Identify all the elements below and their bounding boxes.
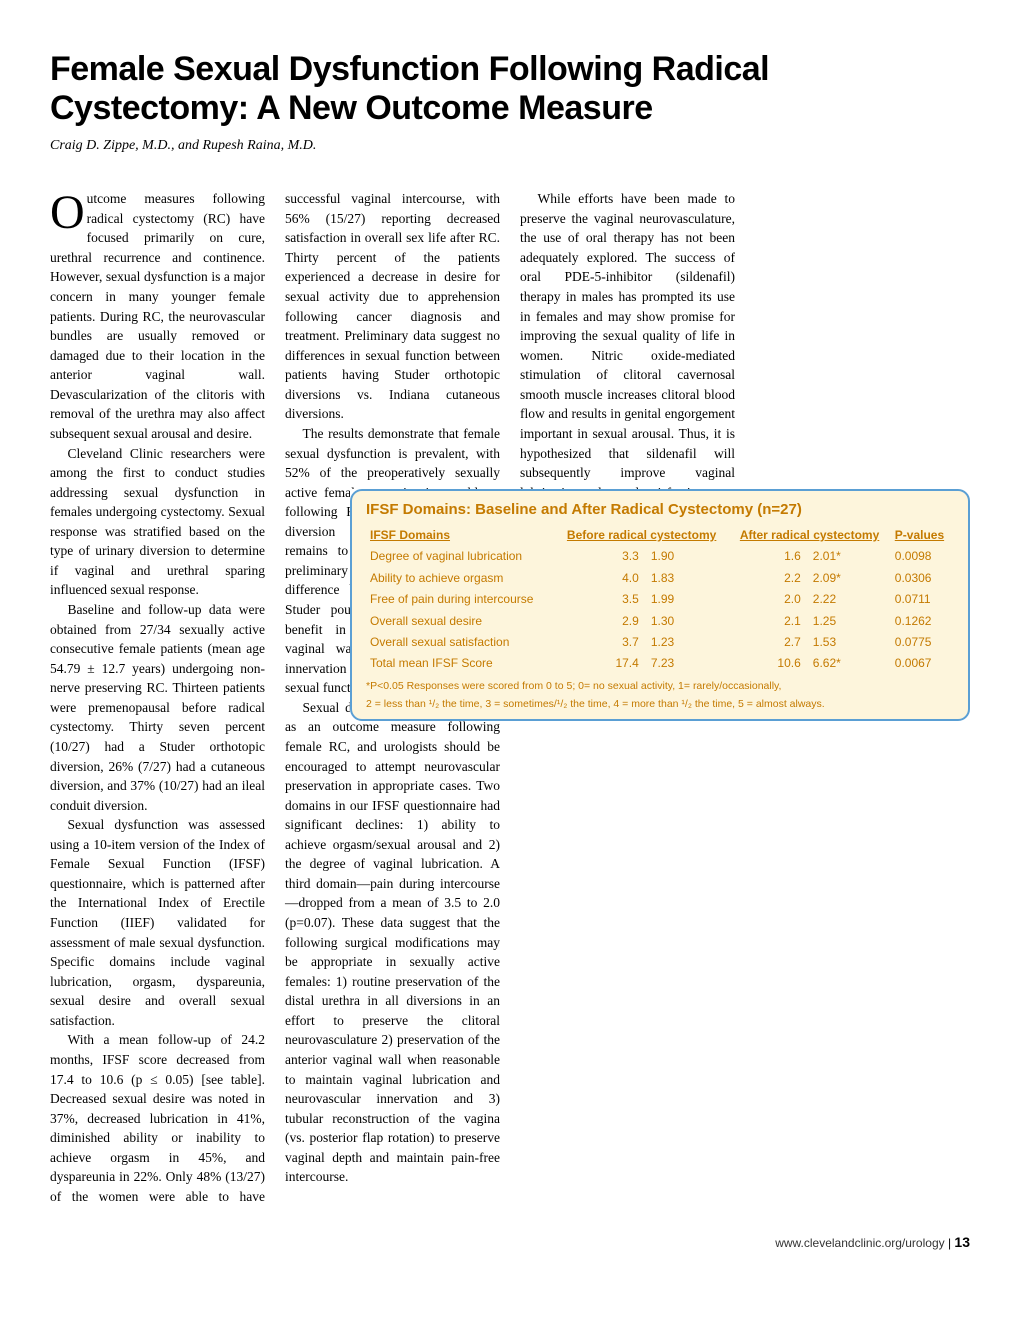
- table-row: Degree of vaginal lubrication3.31.901.62…: [366, 546, 954, 567]
- cell-after-a: 1.6: [728, 546, 808, 567]
- cell-before-a: 17.4: [555, 653, 647, 674]
- cell-p: 0.0775: [891, 632, 954, 653]
- th-before: Before radical cystectomy: [555, 525, 728, 546]
- cell-after-a: 10.6: [728, 653, 808, 674]
- paragraph: While efforts have been made to preserve…: [520, 189, 735, 502]
- cell-after-b: 6.62*: [809, 653, 891, 674]
- ifsf-table-container: IFSF Domains: Baseline and After Radical…: [350, 489, 970, 721]
- cell-before-a: 2.9: [555, 611, 647, 632]
- th-pvalues: P-values: [891, 525, 954, 546]
- cell-after-b: 2.22: [809, 589, 891, 610]
- footer-page-number: 13: [954, 1234, 970, 1250]
- cell-label: Overall sexual desire: [366, 611, 555, 632]
- cell-before-a: 3.3: [555, 546, 647, 567]
- table-row: Free of pain during intercourse3.51.992.…: [366, 589, 954, 610]
- table-title: IFSF Domains: Baseline and After Radical…: [366, 499, 954, 521]
- cell-after-b: 1.25: [809, 611, 891, 632]
- cell-after-b: 2.01*: [809, 546, 891, 567]
- cell-after-b: 1.53: [809, 632, 891, 653]
- table-footnote-2: 2 = less than ¹/₂ the time, 3 = sometime…: [366, 697, 954, 711]
- cell-p: 0.0711: [891, 589, 954, 610]
- cell-label: Free of pain during intercourse: [366, 589, 555, 610]
- ifsf-table-box: IFSF Domains: Baseline and After Radical…: [350, 489, 970, 721]
- cell-before-b: 1.99: [647, 589, 729, 610]
- cell-before-a: 3.5: [555, 589, 647, 610]
- cell-before-b: 1.90: [647, 546, 729, 567]
- cell-after-a: 2.7: [728, 632, 808, 653]
- cell-after-a: 2.1: [728, 611, 808, 632]
- cell-after-a: 2.2: [728, 568, 808, 589]
- th-domains: IFSF Domains: [366, 525, 555, 546]
- th-after: After radical cystectomy: [728, 525, 890, 546]
- cell-before-b: 1.23: [647, 632, 729, 653]
- article-body: IFSF Domains: Baseline and After Radical…: [50, 189, 970, 1209]
- table-row: Overall sexual satisfaction3.71.232.71.5…: [366, 632, 954, 653]
- dropcap: O: [50, 189, 87, 234]
- cell-p: 0.1262: [891, 611, 954, 632]
- footer-url: www.clevelandclinic.org/urology: [775, 1236, 944, 1250]
- cell-before-b: 1.83: [647, 568, 729, 589]
- cell-before-b: 7.23: [647, 653, 729, 674]
- cell-label: Total mean IFSF Score: [366, 653, 555, 674]
- cell-p: 0.0098: [891, 546, 954, 567]
- cell-before-b: 1.30: [647, 611, 729, 632]
- cell-after-b: 2.09*: [809, 568, 891, 589]
- table-row: Ability to achieve orgasm4.01.832.22.09*…: [366, 568, 954, 589]
- paragraph: Sexual dysfunction was assessed using a …: [50, 815, 265, 1030]
- cell-before-a: 3.7: [555, 632, 647, 653]
- paragraph: Baseline and follow-up data were obtaine…: [50, 600, 265, 815]
- table-row: Total mean IFSF Score17.47.2310.66.62*0.…: [366, 653, 954, 674]
- cell-p: 0.0067: [891, 653, 954, 674]
- paragraph: Outcome measures following radical cyste…: [50, 189, 265, 443]
- table-footnote-1: *P<0.05 Responses were scored from 0 to …: [366, 679, 954, 693]
- cell-p: 0.0306: [891, 568, 954, 589]
- article-title: Female Sexual Dysfunction Following Radi…: [50, 50, 970, 128]
- paragraph: Sexual dysfunction should be used as an …: [285, 698, 500, 1187]
- cell-label: Degree of vaginal lubrication: [366, 546, 555, 567]
- cell-label: Overall sexual satisfaction: [366, 632, 555, 653]
- ifsf-table: IFSF Domains Before radical cystectomy A…: [366, 525, 954, 675]
- cell-after-a: 2.0: [728, 589, 808, 610]
- cell-before-a: 4.0: [555, 568, 647, 589]
- cell-label: Ability to achieve orgasm: [366, 568, 555, 589]
- footer-sep: |: [945, 1236, 955, 1250]
- table-row: Overall sexual desire2.91.302.11.250.126…: [366, 611, 954, 632]
- page-footer: www.clevelandclinic.org/urology | 13: [50, 1234, 970, 1250]
- paragraph: Cleveland Clinic researchers were among …: [50, 444, 265, 601]
- article-authors: Craig D. Zippe, M.D., and Rupesh Raina, …: [50, 138, 970, 154]
